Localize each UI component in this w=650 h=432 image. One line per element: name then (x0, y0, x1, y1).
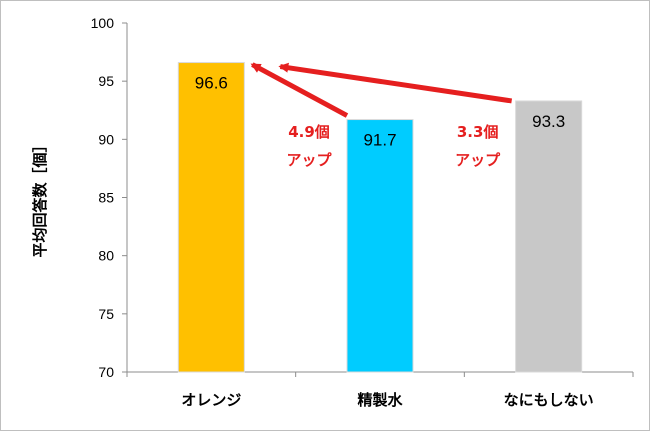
y-tick-label: 70 (98, 364, 114, 380)
increase-amount-label: 3.3個 (457, 123, 499, 141)
y-axis-title: 平均回答数［個］ (31, 137, 49, 257)
y-tick-label: 95 (98, 73, 114, 89)
bar-value-label: 93.3 (532, 112, 565, 131)
x-category-label: なにもしない (504, 391, 594, 409)
y-tick-label: 75 (98, 306, 114, 322)
increase-up-label: アップ (286, 151, 332, 169)
bar-value-label: 91.7 (363, 131, 396, 150)
bar-value-label: 96.6 (195, 74, 228, 93)
increase-amount-label: 4.9個 (288, 123, 330, 141)
y-tick-label: 85 (98, 190, 114, 206)
increase-arrow (278, 62, 513, 104)
y-tick-label: 100 (91, 15, 115, 31)
y-tick-label: 80 (98, 248, 114, 264)
increase-up-label: アップ (455, 151, 501, 169)
bar-3 (515, 100, 583, 373)
increase-arrow (250, 62, 349, 118)
bar-1 (177, 62, 245, 373)
x-category-label: オレンジ (181, 391, 241, 409)
bar-2 (346, 119, 414, 373)
x-category-label: 精製水 (357, 391, 403, 409)
y-tick-label: 90 (98, 131, 114, 147)
